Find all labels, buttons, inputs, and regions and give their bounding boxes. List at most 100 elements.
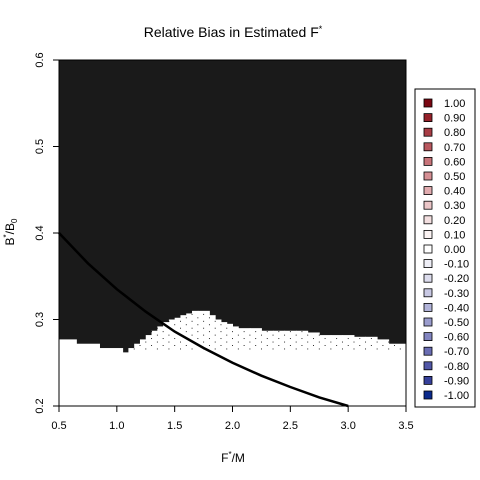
lower-region-column <box>151 330 158 406</box>
stipple-dot <box>301 345 303 346</box>
stipple-dot <box>249 348 251 350</box>
legend-label: 0.20 <box>444 215 465 227</box>
x-tick-label: 3.5 <box>398 420 413 432</box>
stipple-dot <box>220 324 222 326</box>
x-tick-label: 3.0 <box>341 420 356 432</box>
chart-title-sup: * <box>319 24 323 34</box>
stipple-dot <box>243 345 245 346</box>
lower-region-column <box>220 322 228 406</box>
stipple-dot <box>191 334 193 336</box>
x-tick-label: 2.0 <box>225 420 240 432</box>
stipple-dot <box>272 348 274 350</box>
legend-label: -0.60 <box>444 332 469 344</box>
stipple-dot <box>208 324 210 326</box>
stipple-dot <box>341 341 343 343</box>
legend-label: -0.10 <box>444 259 469 271</box>
legend-label: 0.60 <box>444 156 465 168</box>
lower-region-column <box>296 330 309 406</box>
lower-region-column <box>377 339 390 406</box>
stipple-dot <box>151 331 153 333</box>
legend-label: 0.40 <box>444 186 465 198</box>
stipple-dot <box>261 348 262 350</box>
stipple-dot <box>255 338 257 340</box>
stipple-dot <box>151 338 153 340</box>
stipple-dot <box>289 331 291 333</box>
legend-swatch <box>423 346 433 356</box>
legend-label: -0.90 <box>444 375 469 387</box>
stipple-dot <box>365 341 367 343</box>
legend-swatch <box>423 273 433 283</box>
y-axis-label-sup: * <box>2 234 11 237</box>
plot-area <box>58 59 407 408</box>
lower-region-column <box>59 339 77 406</box>
lower-region-column <box>157 326 164 406</box>
y-tick-label: 0.6 <box>34 52 46 67</box>
lower-region-column <box>122 352 129 406</box>
legend-label: 0.50 <box>444 171 465 183</box>
legend-label: 0.10 <box>444 229 465 241</box>
stipple-dot <box>185 317 187 319</box>
legend-swatch <box>423 127 433 137</box>
lower-region-column <box>272 330 286 406</box>
stipple-dot <box>365 348 367 350</box>
lower-region-column <box>261 330 274 406</box>
stipple-dot <box>168 334 170 336</box>
stipple-dot <box>226 341 228 343</box>
legend-label: 0.80 <box>444 127 465 139</box>
stipple-dot <box>249 334 251 336</box>
stipple-dot <box>289 338 291 340</box>
stipple-dot <box>307 341 309 343</box>
stipple-dot <box>301 338 303 340</box>
stipple-dot <box>145 348 147 350</box>
lower-region-column <box>319 335 332 406</box>
stipple-dot <box>399 348 401 350</box>
stipple-pattern <box>133 313 407 350</box>
legend-label: 0.70 <box>444 142 465 154</box>
lower-region-column <box>342 335 355 406</box>
stipple-dot <box>226 327 228 329</box>
stipple-dot <box>237 334 239 336</box>
y-axis: 0.2 0.3 0.4 0.5 0.6 <box>34 52 59 414</box>
legend-swatch <box>423 229 433 239</box>
legend-swatch <box>423 171 433 181</box>
stipple-dot <box>382 345 384 346</box>
stipple-dot <box>376 348 378 350</box>
stipple-dot <box>156 334 158 336</box>
stipple-dot <box>168 320 170 322</box>
stipple-dot <box>191 348 193 350</box>
x-axis-label: F*/M <box>221 450 245 465</box>
y-tick-label: 0.2 <box>34 398 46 413</box>
lower-region-column <box>145 335 153 406</box>
stipple-dot <box>278 345 280 346</box>
stipple-dot <box>191 320 193 322</box>
stipple-dot <box>214 341 216 343</box>
stipple-dot <box>226 334 228 336</box>
legend-swatch <box>423 332 433 342</box>
lower-region-column <box>134 343 141 406</box>
legend-swatch <box>423 215 433 225</box>
stipple-dot <box>174 338 176 340</box>
stipple-dot <box>191 327 193 329</box>
stipple-dot <box>220 331 222 333</box>
stipple-dot <box>266 345 268 346</box>
stipple-dot <box>226 348 228 350</box>
lower-region-column <box>180 315 187 406</box>
lower-region <box>59 310 407 406</box>
stipple-dot <box>197 317 199 319</box>
stipple-dot <box>243 338 245 340</box>
stipple-dot <box>272 341 274 343</box>
stipple-dot <box>203 341 205 343</box>
lower-region-column <box>284 330 297 406</box>
lower-region-column <box>226 323 233 406</box>
stipple-dot <box>336 338 338 340</box>
stipple-dot <box>197 331 199 333</box>
legend-swatch <box>423 361 433 371</box>
stipple-dot <box>162 345 164 346</box>
legend-swatch <box>423 186 433 196</box>
stipple-dot <box>376 341 378 343</box>
legend-swatch <box>423 259 433 269</box>
stipple-dot <box>133 348 135 350</box>
lower-region-column <box>353 336 367 406</box>
stipple-dot <box>295 334 297 336</box>
